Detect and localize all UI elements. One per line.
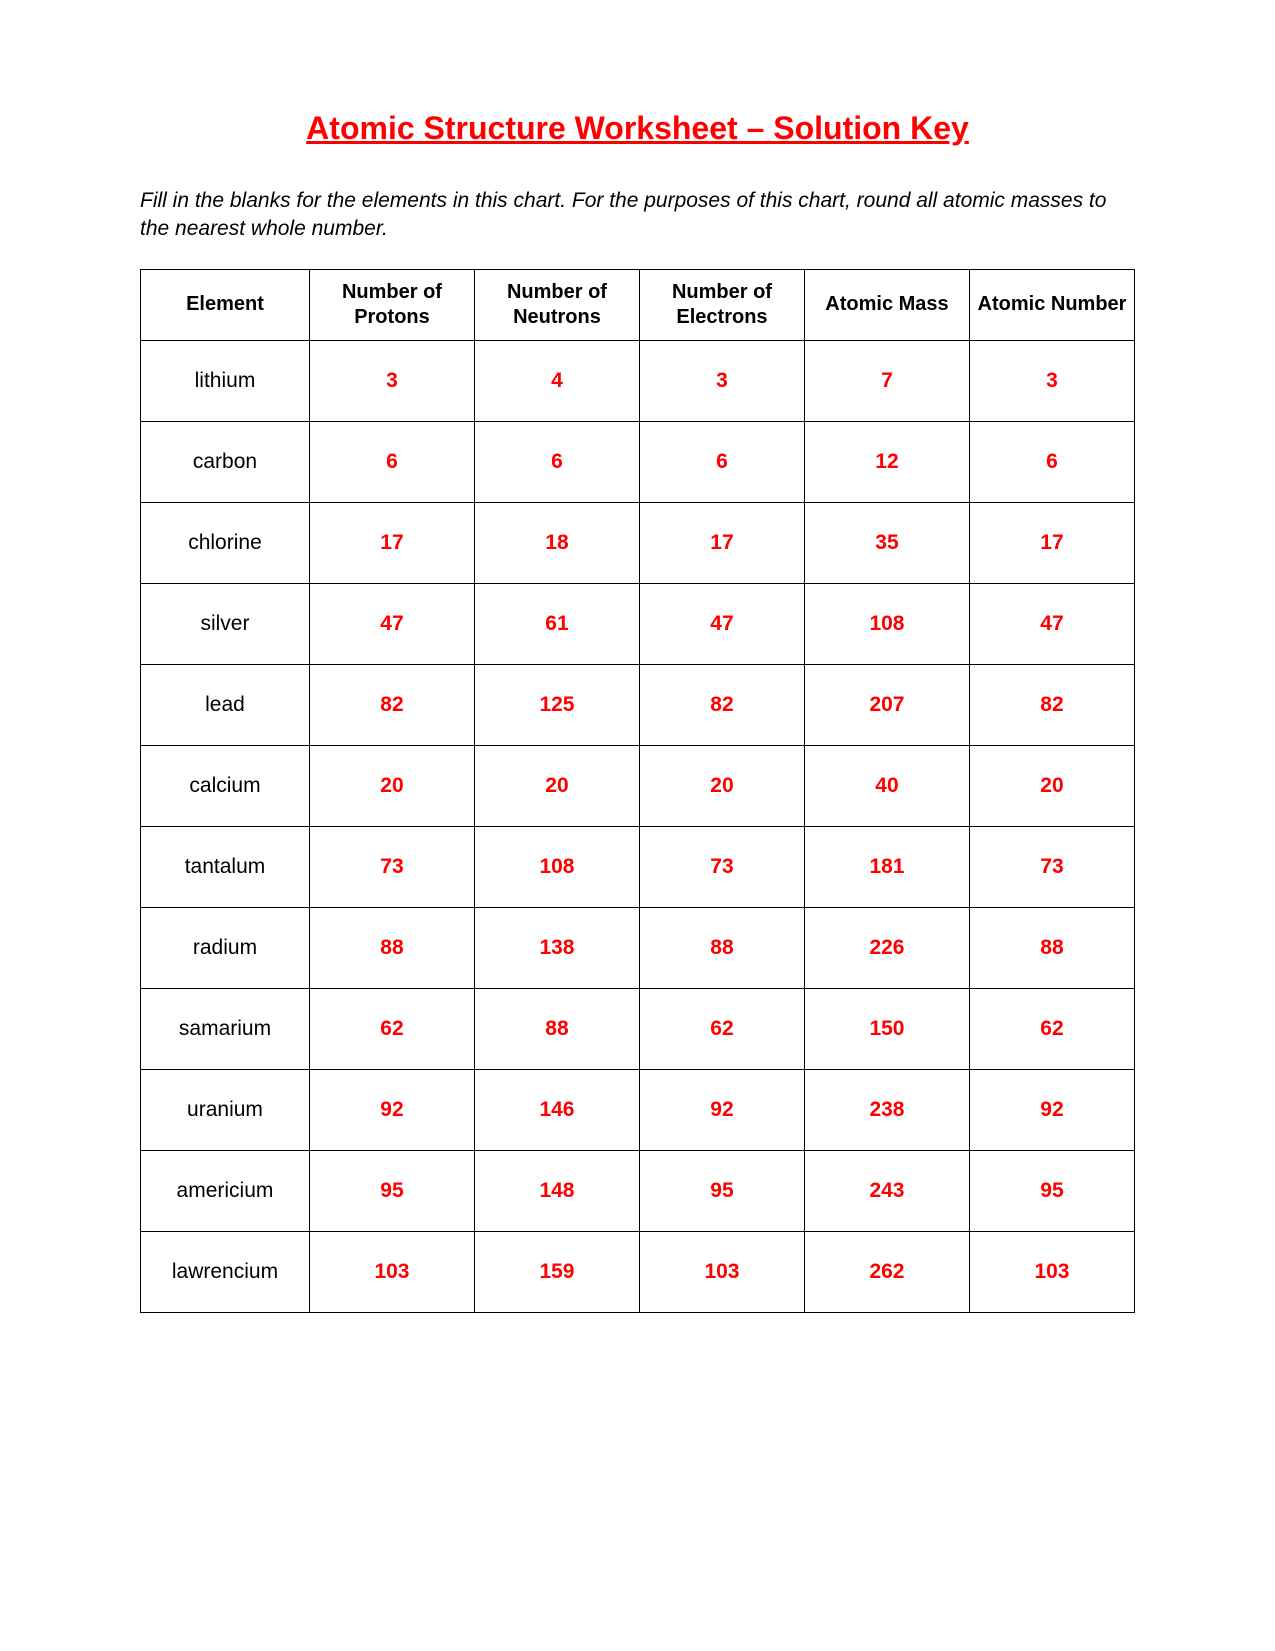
protons-cell: 103	[309, 1231, 474, 1312]
table-row: americium951489524395	[141, 1150, 1135, 1231]
neutrons-cell: 4	[474, 340, 639, 421]
table-row: silver47614710847	[141, 583, 1135, 664]
protons-cell: 92	[309, 1069, 474, 1150]
mass-cell: 7	[804, 340, 969, 421]
number-cell: 92	[969, 1069, 1134, 1150]
protons-cell: 82	[309, 664, 474, 745]
number-cell: 47	[969, 583, 1134, 664]
column-header-element: Element	[141, 269, 310, 340]
mass-cell: 12	[804, 421, 969, 502]
column-header-mass: Atomic Mass	[804, 269, 969, 340]
protons-cell: 6	[309, 421, 474, 502]
neutrons-cell: 125	[474, 664, 639, 745]
protons-cell: 62	[309, 988, 474, 1069]
neutrons-cell: 138	[474, 907, 639, 988]
number-cell: 3	[969, 340, 1134, 421]
neutrons-cell: 159	[474, 1231, 639, 1312]
table-row: lawrencium103159103262103	[141, 1231, 1135, 1312]
neutrons-cell: 108	[474, 826, 639, 907]
mass-cell: 40	[804, 745, 969, 826]
number-cell: 6	[969, 421, 1134, 502]
protons-cell: 73	[309, 826, 474, 907]
element-name-cell: carbon	[141, 421, 310, 502]
neutrons-cell: 18	[474, 502, 639, 583]
number-cell: 82	[969, 664, 1134, 745]
protons-cell: 20	[309, 745, 474, 826]
protons-cell: 88	[309, 907, 474, 988]
table-row: lead821258220782	[141, 664, 1135, 745]
page-title: Atomic Structure Worksheet – Solution Ke…	[140, 110, 1135, 147]
mass-cell: 108	[804, 583, 969, 664]
mass-cell: 35	[804, 502, 969, 583]
table-row: radium881388822688	[141, 907, 1135, 988]
element-name-cell: lithium	[141, 340, 310, 421]
mass-cell: 226	[804, 907, 969, 988]
instructions-text: Fill in the blanks for the elements in t…	[140, 187, 1135, 244]
neutrons-cell: 148	[474, 1150, 639, 1231]
table-row: tantalum731087318173	[141, 826, 1135, 907]
number-cell: 73	[969, 826, 1134, 907]
table-header-row: Element Number of Protons Number of Neut…	[141, 269, 1135, 340]
number-cell: 62	[969, 988, 1134, 1069]
mass-cell: 243	[804, 1150, 969, 1231]
electrons-cell: 17	[639, 502, 804, 583]
table-row: calcium2020204020	[141, 745, 1135, 826]
protons-cell: 17	[309, 502, 474, 583]
element-name-cell: calcium	[141, 745, 310, 826]
electrons-cell: 20	[639, 745, 804, 826]
protons-cell: 47	[309, 583, 474, 664]
neutrons-cell: 88	[474, 988, 639, 1069]
electrons-cell: 95	[639, 1150, 804, 1231]
element-name-cell: silver	[141, 583, 310, 664]
table-row: chlorine1718173517	[141, 502, 1135, 583]
atomic-structure-table: Element Number of Protons Number of Neut…	[140, 269, 1135, 1313]
table-row: carbon666126	[141, 421, 1135, 502]
protons-cell: 3	[309, 340, 474, 421]
electrons-cell: 62	[639, 988, 804, 1069]
column-header-number: Atomic Number	[969, 269, 1134, 340]
column-header-protons: Number of Protons	[309, 269, 474, 340]
table-row: lithium34373	[141, 340, 1135, 421]
neutrons-cell: 6	[474, 421, 639, 502]
number-cell: 95	[969, 1150, 1134, 1231]
mass-cell: 238	[804, 1069, 969, 1150]
column-header-electrons: Number of Electrons	[639, 269, 804, 340]
mass-cell: 262	[804, 1231, 969, 1312]
electrons-cell: 88	[639, 907, 804, 988]
electrons-cell: 73	[639, 826, 804, 907]
electrons-cell: 82	[639, 664, 804, 745]
element-name-cell: radium	[141, 907, 310, 988]
electrons-cell: 92	[639, 1069, 804, 1150]
neutrons-cell: 146	[474, 1069, 639, 1150]
table-body: lithium34373carbon666126chlorine17181735…	[141, 340, 1135, 1312]
mass-cell: 150	[804, 988, 969, 1069]
element-name-cell: tantalum	[141, 826, 310, 907]
neutrons-cell: 20	[474, 745, 639, 826]
electrons-cell: 47	[639, 583, 804, 664]
number-cell: 103	[969, 1231, 1134, 1312]
element-name-cell: chlorine	[141, 502, 310, 583]
electrons-cell: 6	[639, 421, 804, 502]
electrons-cell: 3	[639, 340, 804, 421]
electrons-cell: 103	[639, 1231, 804, 1312]
protons-cell: 95	[309, 1150, 474, 1231]
column-header-neutrons: Number of Neutrons	[474, 269, 639, 340]
table-row: samarium62886215062	[141, 988, 1135, 1069]
number-cell: 17	[969, 502, 1134, 583]
mass-cell: 181	[804, 826, 969, 907]
element-name-cell: lead	[141, 664, 310, 745]
element-name-cell: uranium	[141, 1069, 310, 1150]
mass-cell: 207	[804, 664, 969, 745]
element-name-cell: americium	[141, 1150, 310, 1231]
element-name-cell: samarium	[141, 988, 310, 1069]
number-cell: 88	[969, 907, 1134, 988]
number-cell: 20	[969, 745, 1134, 826]
table-row: uranium921469223892	[141, 1069, 1135, 1150]
element-name-cell: lawrencium	[141, 1231, 310, 1312]
neutrons-cell: 61	[474, 583, 639, 664]
